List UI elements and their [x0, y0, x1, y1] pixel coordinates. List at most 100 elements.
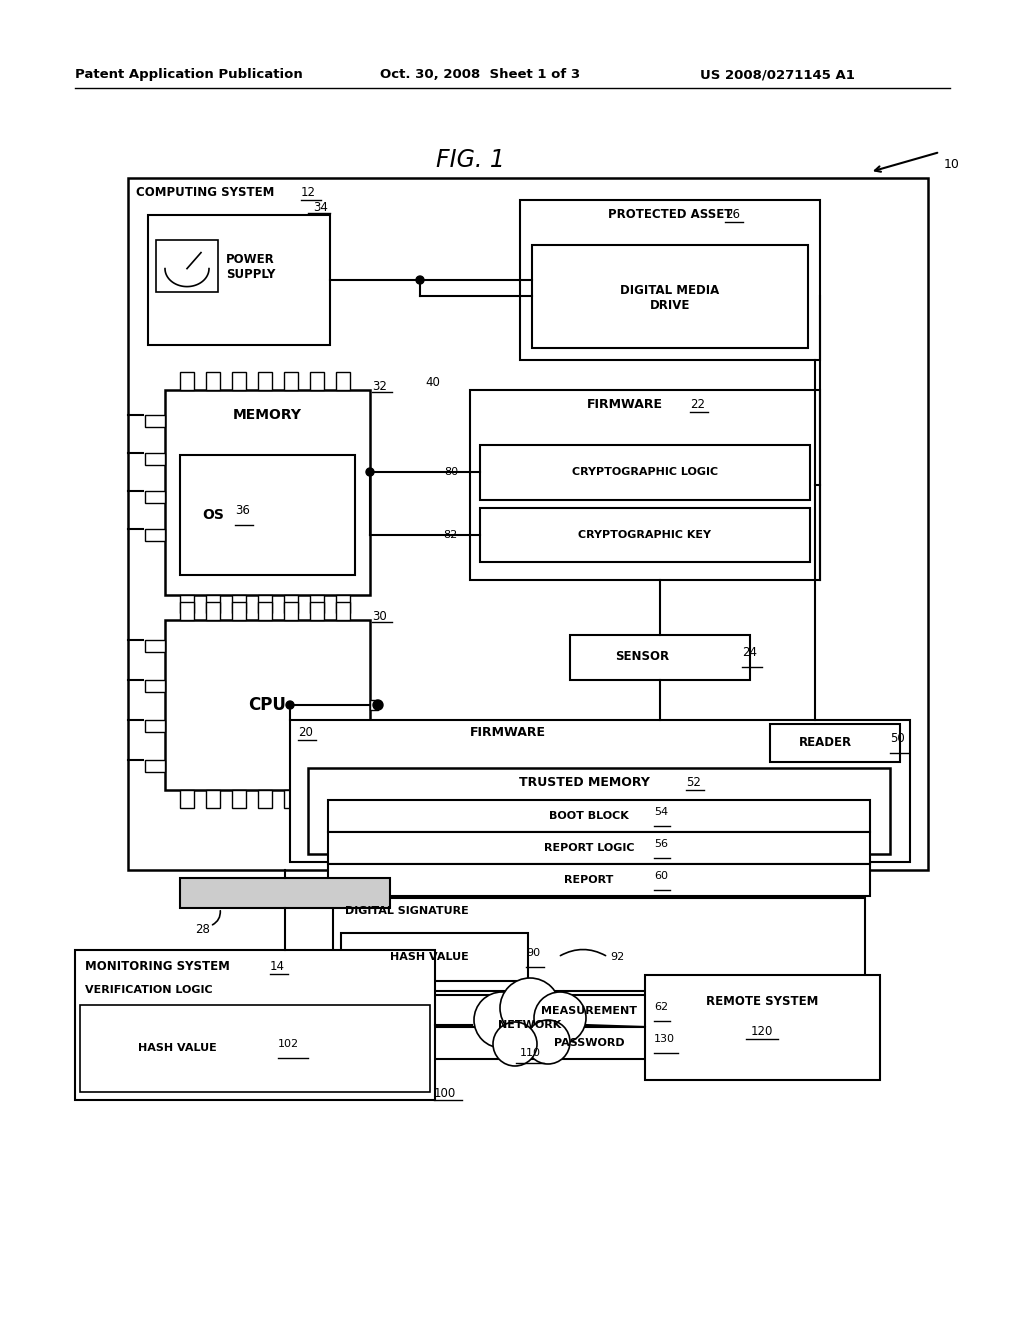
- FancyBboxPatch shape: [232, 602, 246, 620]
- FancyBboxPatch shape: [480, 445, 810, 500]
- FancyBboxPatch shape: [770, 723, 900, 762]
- Text: REPORT: REPORT: [564, 875, 613, 884]
- FancyBboxPatch shape: [145, 760, 165, 772]
- FancyBboxPatch shape: [232, 372, 246, 389]
- FancyBboxPatch shape: [336, 789, 350, 808]
- Text: HASH VALUE: HASH VALUE: [137, 1043, 216, 1053]
- FancyBboxPatch shape: [180, 372, 194, 389]
- FancyBboxPatch shape: [180, 455, 355, 576]
- Text: READER: READER: [799, 737, 852, 750]
- Text: DIGITAL MEDIA
DRIVE: DIGITAL MEDIA DRIVE: [621, 284, 720, 312]
- FancyBboxPatch shape: [232, 595, 246, 612]
- FancyBboxPatch shape: [180, 595, 194, 612]
- FancyBboxPatch shape: [145, 640, 165, 652]
- Text: 130: 130: [654, 1034, 675, 1044]
- Text: 100: 100: [434, 1086, 457, 1100]
- Circle shape: [526, 1020, 570, 1064]
- Text: MEASUREMENT: MEASUREMENT: [541, 1006, 637, 1016]
- FancyBboxPatch shape: [310, 372, 324, 389]
- FancyBboxPatch shape: [336, 372, 350, 389]
- Text: 102: 102: [278, 1039, 299, 1049]
- FancyBboxPatch shape: [532, 246, 808, 348]
- FancyBboxPatch shape: [145, 680, 165, 692]
- Circle shape: [286, 701, 294, 709]
- FancyBboxPatch shape: [165, 620, 370, 789]
- Text: 22: 22: [690, 399, 705, 411]
- FancyBboxPatch shape: [80, 1005, 430, 1092]
- FancyBboxPatch shape: [308, 768, 890, 854]
- FancyBboxPatch shape: [128, 178, 928, 870]
- FancyBboxPatch shape: [570, 635, 750, 680]
- Text: 56: 56: [654, 840, 668, 849]
- Text: PROTECTED ASSET: PROTECTED ASSET: [608, 209, 732, 220]
- Text: CRYPTOGRAPHIC LOGIC: CRYPTOGRAPHIC LOGIC: [572, 467, 718, 477]
- FancyBboxPatch shape: [232, 789, 246, 808]
- Text: Patent Application Publication: Patent Application Publication: [75, 69, 303, 81]
- Text: 26: 26: [725, 209, 740, 220]
- FancyBboxPatch shape: [328, 865, 870, 896]
- FancyBboxPatch shape: [145, 529, 165, 541]
- Text: DIGITAL SIGNATURE: DIGITAL SIGNATURE: [345, 906, 469, 916]
- Circle shape: [366, 469, 374, 477]
- FancyBboxPatch shape: [284, 372, 298, 389]
- FancyBboxPatch shape: [328, 832, 870, 865]
- FancyBboxPatch shape: [148, 215, 330, 345]
- Text: SENSOR: SENSOR: [615, 651, 669, 664]
- Text: HASH VALUE: HASH VALUE: [389, 952, 468, 962]
- FancyBboxPatch shape: [284, 595, 298, 612]
- FancyBboxPatch shape: [470, 389, 820, 579]
- FancyBboxPatch shape: [145, 414, 165, 426]
- Text: 34: 34: [313, 201, 328, 214]
- Text: TRUSTED MEMORY: TRUSTED MEMORY: [518, 776, 649, 789]
- FancyBboxPatch shape: [284, 789, 298, 808]
- FancyBboxPatch shape: [206, 789, 220, 808]
- Text: 90: 90: [526, 948, 540, 958]
- FancyBboxPatch shape: [310, 602, 324, 620]
- Text: CPU: CPU: [248, 696, 286, 714]
- Text: 30: 30: [372, 610, 387, 623]
- Text: 80: 80: [443, 467, 458, 477]
- FancyBboxPatch shape: [328, 1027, 870, 1059]
- FancyBboxPatch shape: [290, 719, 910, 862]
- Text: 92: 92: [610, 952, 625, 962]
- Text: 50: 50: [890, 733, 905, 746]
- FancyBboxPatch shape: [258, 595, 272, 612]
- FancyBboxPatch shape: [165, 389, 370, 595]
- Text: 120: 120: [751, 1026, 773, 1038]
- Text: VERIFICATION LOGIC: VERIFICATION LOGIC: [85, 985, 213, 995]
- Text: Oct. 30, 2008  Sheet 1 of 3: Oct. 30, 2008 Sheet 1 of 3: [380, 69, 581, 81]
- Text: 36: 36: [234, 503, 250, 516]
- FancyBboxPatch shape: [258, 602, 272, 620]
- FancyBboxPatch shape: [310, 789, 324, 808]
- Text: POWER
SUPPLY: POWER SUPPLY: [226, 253, 275, 281]
- FancyBboxPatch shape: [336, 602, 350, 620]
- FancyBboxPatch shape: [206, 595, 220, 612]
- Text: 32: 32: [372, 380, 387, 393]
- Text: 82: 82: [443, 531, 458, 540]
- FancyBboxPatch shape: [258, 789, 272, 808]
- Circle shape: [493, 1022, 537, 1067]
- Text: 62: 62: [654, 1002, 668, 1012]
- FancyBboxPatch shape: [341, 933, 528, 981]
- FancyBboxPatch shape: [180, 878, 390, 908]
- FancyBboxPatch shape: [145, 491, 165, 503]
- Text: 60: 60: [654, 871, 668, 880]
- Text: 12: 12: [301, 186, 316, 199]
- FancyBboxPatch shape: [480, 508, 810, 562]
- FancyBboxPatch shape: [180, 602, 194, 620]
- FancyBboxPatch shape: [645, 975, 880, 1080]
- Text: MONITORING SYSTEM: MONITORING SYSTEM: [85, 960, 229, 973]
- FancyBboxPatch shape: [333, 898, 865, 991]
- Text: REMOTE SYSTEM: REMOTE SYSTEM: [706, 995, 818, 1008]
- FancyBboxPatch shape: [258, 372, 272, 389]
- Text: OS: OS: [202, 508, 224, 521]
- Text: NETWORK: NETWORK: [499, 1020, 561, 1030]
- Text: 24: 24: [742, 647, 757, 660]
- FancyBboxPatch shape: [145, 453, 165, 465]
- Text: FIRMWARE: FIRMWARE: [470, 726, 546, 739]
- Circle shape: [373, 700, 383, 710]
- Text: 40: 40: [425, 376, 440, 389]
- Text: PASSWORD: PASSWORD: [554, 1038, 625, 1048]
- Text: MEMORY: MEMORY: [232, 408, 301, 422]
- Text: CRYPTOGRAPHIC KEY: CRYPTOGRAPHIC KEY: [579, 531, 712, 540]
